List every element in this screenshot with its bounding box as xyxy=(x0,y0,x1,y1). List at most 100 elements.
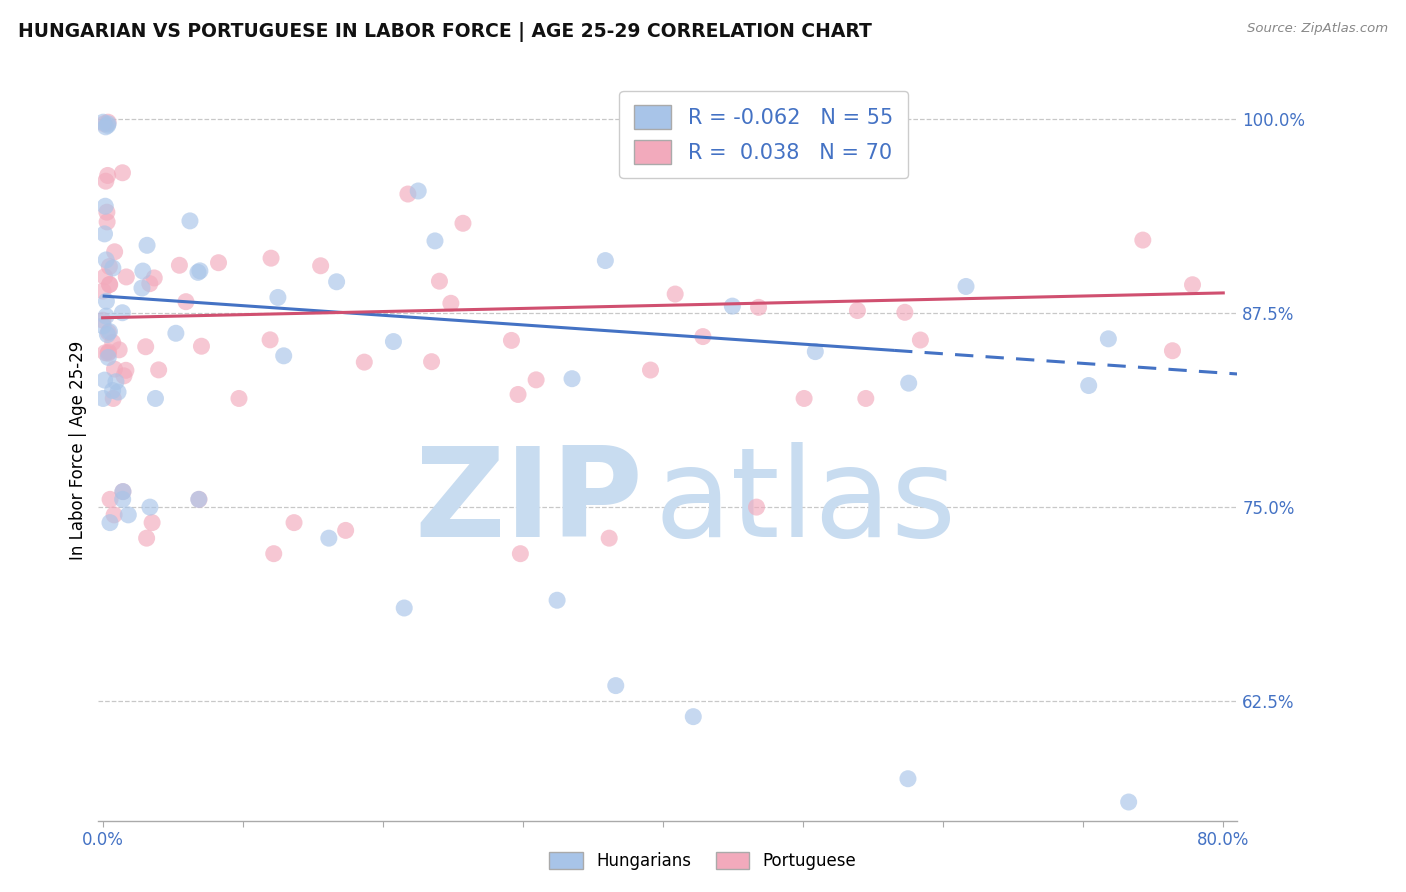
Point xyxy=(501,334,523,348)
Point xyxy=(112,368,135,383)
Point xyxy=(139,500,162,515)
Point xyxy=(335,524,357,538)
Point xyxy=(846,303,869,318)
Text: Source: ZipAtlas.com: Source: ZipAtlas.com xyxy=(1247,22,1388,36)
Point xyxy=(115,269,138,284)
Point xyxy=(135,531,157,545)
Point xyxy=(101,335,124,350)
Point xyxy=(98,492,121,507)
Point xyxy=(97,115,120,129)
Point xyxy=(682,709,704,723)
Point xyxy=(406,184,429,198)
Point xyxy=(115,363,138,377)
Point xyxy=(721,299,744,313)
Text: ZIP: ZIP xyxy=(413,442,643,563)
Point xyxy=(506,387,529,401)
Point xyxy=(94,309,117,323)
Point xyxy=(131,281,153,295)
Point xyxy=(309,259,332,273)
Point xyxy=(524,373,547,387)
Point xyxy=(429,274,451,288)
Point xyxy=(94,199,117,213)
Point xyxy=(392,601,415,615)
Point xyxy=(145,392,167,406)
Point xyxy=(104,244,127,259)
Point xyxy=(748,301,770,315)
Point xyxy=(187,492,209,507)
Point xyxy=(598,531,620,545)
Point xyxy=(353,355,375,369)
Point xyxy=(97,117,120,131)
Point xyxy=(1077,378,1099,392)
Point xyxy=(420,354,443,368)
Point xyxy=(96,215,118,229)
Point xyxy=(97,169,120,183)
Legend: Hungarians, Portuguese: Hungarians, Portuguese xyxy=(543,845,863,877)
Point xyxy=(143,271,166,285)
Point xyxy=(103,508,125,522)
Point xyxy=(595,253,617,268)
Point xyxy=(117,508,139,522)
Point xyxy=(179,214,201,228)
Y-axis label: In Labor Force | Age 25-29: In Labor Force | Age 25-29 xyxy=(69,341,87,560)
Point xyxy=(98,325,121,339)
Point xyxy=(1181,277,1204,292)
Point xyxy=(188,492,211,507)
Point xyxy=(104,375,127,389)
Point xyxy=(111,166,134,180)
Point xyxy=(91,392,114,406)
Point xyxy=(897,376,920,391)
Point xyxy=(132,264,155,278)
Point xyxy=(509,547,531,561)
Point xyxy=(97,346,120,360)
Point xyxy=(136,238,159,252)
Point xyxy=(423,234,446,248)
Point xyxy=(440,296,463,310)
Point xyxy=(283,516,305,530)
Point xyxy=(107,385,129,400)
Text: HUNGARIAN VS PORTUGUESE IN LABOR FORCE | AGE 25-29 CORRELATION CHART: HUNGARIAN VS PORTUGUESE IN LABOR FORCE |… xyxy=(18,22,872,42)
Point xyxy=(108,343,131,357)
Point xyxy=(97,326,120,340)
Point xyxy=(228,392,250,406)
Point xyxy=(91,318,114,333)
Point xyxy=(101,260,124,275)
Point xyxy=(135,340,157,354)
Point xyxy=(804,344,827,359)
Text: atlas: atlas xyxy=(654,442,956,563)
Point xyxy=(94,345,117,359)
Point xyxy=(111,484,134,499)
Point xyxy=(96,205,118,219)
Point xyxy=(93,117,115,131)
Point xyxy=(263,547,285,561)
Point xyxy=(98,516,121,530)
Point xyxy=(187,265,209,279)
Point xyxy=(111,484,134,499)
Point xyxy=(94,174,117,188)
Point xyxy=(451,216,474,230)
Point xyxy=(111,306,134,320)
Point xyxy=(98,260,121,274)
Point xyxy=(97,118,120,132)
Point xyxy=(103,362,125,376)
Point xyxy=(96,294,118,309)
Point xyxy=(165,326,187,341)
Point xyxy=(664,287,686,301)
Point xyxy=(188,264,211,278)
Point xyxy=(91,313,114,327)
Point xyxy=(111,492,134,507)
Point xyxy=(91,115,114,129)
Point xyxy=(546,593,568,607)
Point xyxy=(561,372,583,386)
Point xyxy=(94,120,117,134)
Point xyxy=(382,334,405,349)
Point xyxy=(207,256,229,270)
Point xyxy=(169,258,191,272)
Point xyxy=(910,333,932,347)
Point xyxy=(96,327,118,342)
Point xyxy=(955,279,977,293)
Point xyxy=(396,187,419,202)
Point xyxy=(174,294,197,309)
Point xyxy=(101,384,124,398)
Point xyxy=(273,349,295,363)
